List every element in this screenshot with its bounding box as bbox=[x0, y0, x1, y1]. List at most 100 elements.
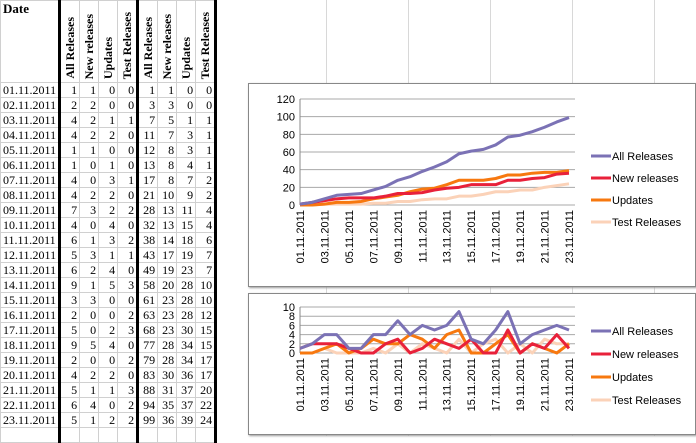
value-cell[interactable]: 1 bbox=[98, 112, 119, 128]
empty-cell[interactable] bbox=[195, 427, 218, 443]
date-cell[interactable]: 16.11.2011 bbox=[0, 307, 62, 323]
header-updates[interactable]: Updates bbox=[176, 0, 197, 83]
value-cell[interactable]: 2 bbox=[79, 97, 100, 113]
value-cell[interactable]: 15 bbox=[176, 217, 197, 233]
value-cell[interactable]: 24 bbox=[195, 412, 218, 428]
value-cell[interactable]: 23 bbox=[157, 322, 178, 338]
value-cell[interactable]: 5 bbox=[59, 382, 81, 398]
date-cell[interactable]: 06.11.2011 bbox=[0, 157, 62, 173]
value-cell[interactable]: 1 bbox=[79, 277, 100, 293]
value-cell[interactable]: 6 bbox=[59, 397, 81, 413]
value-cell[interactable]: 2 bbox=[117, 202, 140, 218]
date-cell[interactable]: 22.11.2011 bbox=[0, 397, 62, 413]
value-cell[interactable]: 17 bbox=[195, 367, 218, 383]
value-cell[interactable]: 15 bbox=[195, 322, 218, 338]
value-cell[interactable]: 1 bbox=[117, 247, 140, 263]
value-cell[interactable]: 2 bbox=[59, 307, 81, 323]
value-cell[interactable]: 0 bbox=[176, 82, 197, 98]
value-cell[interactable]: 77 bbox=[137, 337, 159, 353]
date-cell[interactable]: 13.11.2011 bbox=[0, 262, 62, 278]
value-cell[interactable]: 36 bbox=[176, 367, 197, 383]
value-cell[interactable]: 3 bbox=[117, 277, 140, 293]
value-cell[interactable]: 63 bbox=[137, 307, 159, 323]
value-cell[interactable]: 4 bbox=[59, 367, 81, 383]
value-cell[interactable]: 0 bbox=[98, 352, 119, 368]
value-cell[interactable]: 8 bbox=[157, 172, 178, 188]
value-cell[interactable]: 9 bbox=[59, 337, 81, 353]
value-cell[interactable]: 38 bbox=[137, 232, 159, 248]
value-cell[interactable]: 2 bbox=[98, 127, 119, 143]
value-cell[interactable]: 3 bbox=[79, 202, 100, 218]
value-cell[interactable]: 4 bbox=[59, 217, 81, 233]
value-cell[interactable]: 1 bbox=[59, 157, 81, 173]
value-cell[interactable]: 21 bbox=[137, 187, 159, 203]
value-cell[interactable]: 28 bbox=[137, 202, 159, 218]
value-cell[interactable]: 5 bbox=[157, 112, 178, 128]
value-cell[interactable]: 7 bbox=[59, 202, 81, 218]
value-cell[interactable]: 0 bbox=[98, 142, 119, 158]
date-cell[interactable]: 03.11.2011 bbox=[0, 112, 62, 128]
value-cell[interactable]: 3 bbox=[79, 247, 100, 263]
value-cell[interactable]: 34 bbox=[176, 337, 197, 353]
value-cell[interactable]: 0 bbox=[79, 157, 100, 173]
value-cell[interactable]: 28 bbox=[176, 307, 197, 323]
value-cell[interactable]: 1 bbox=[98, 247, 119, 263]
date-cell[interactable]: 14.11.2011 bbox=[0, 277, 62, 293]
value-cell[interactable]: 0 bbox=[117, 97, 140, 113]
value-cell[interactable]: 36 bbox=[157, 412, 178, 428]
value-cell[interactable]: 10 bbox=[157, 187, 178, 203]
date-cell[interactable]: 02.11.2011 bbox=[0, 97, 62, 113]
value-cell[interactable]: 2 bbox=[117, 307, 140, 323]
value-cell[interactable]: 39 bbox=[176, 412, 197, 428]
value-cell[interactable]: 0 bbox=[79, 307, 100, 323]
value-cell[interactable]: 2 bbox=[59, 97, 81, 113]
value-cell[interactable]: 43 bbox=[137, 247, 159, 263]
date-cell[interactable]: 15.11.2011 bbox=[0, 292, 62, 308]
value-cell[interactable]: 94 bbox=[137, 397, 159, 413]
value-cell[interactable]: 23 bbox=[176, 262, 197, 278]
value-cell[interactable]: 1 bbox=[117, 112, 140, 128]
header-updates[interactable]: Updates bbox=[98, 0, 119, 83]
value-cell[interactable]: 0 bbox=[98, 82, 119, 98]
date-cell[interactable]: 17.11.2011 bbox=[0, 322, 62, 338]
value-cell[interactable]: 0 bbox=[117, 367, 140, 383]
value-cell[interactable]: 7 bbox=[195, 247, 218, 263]
value-cell[interactable]: 12 bbox=[137, 142, 159, 158]
value-cell[interactable]: 2 bbox=[98, 322, 119, 338]
value-cell[interactable]: 2 bbox=[195, 187, 218, 203]
value-cell[interactable]: 20 bbox=[195, 382, 218, 398]
value-cell[interactable]: 17 bbox=[137, 172, 159, 188]
value-cell[interactable]: 1 bbox=[59, 142, 81, 158]
value-cell[interactable]: 17 bbox=[157, 247, 178, 263]
value-cell[interactable]: 0 bbox=[117, 262, 140, 278]
value-cell[interactable]: 1 bbox=[117, 172, 140, 188]
value-cell[interactable]: 0 bbox=[117, 127, 140, 143]
value-cell[interactable]: 2 bbox=[98, 187, 119, 203]
daily-chart[interactable]: 0 2 4 6 8 10 01.11.2011 03.11.2011 05.11.2011 07.… bbox=[248, 293, 696, 435]
value-cell[interactable]: 1 bbox=[195, 127, 218, 143]
empty-cell[interactable] bbox=[79, 427, 100, 443]
value-cell[interactable]: 19 bbox=[157, 262, 178, 278]
value-cell[interactable]: 13 bbox=[157, 217, 178, 233]
value-cell[interactable]: 4 bbox=[176, 157, 197, 173]
value-cell[interactable]: 0 bbox=[79, 322, 100, 338]
value-cell[interactable]: 4 bbox=[59, 127, 81, 143]
date-cell[interactable]: 04.11.2011 bbox=[0, 127, 62, 143]
header-test-releases[interactable]: Test Releases bbox=[117, 0, 140, 83]
value-cell[interactable]: 0 bbox=[98, 307, 119, 323]
header-new-releases[interactable]: New releases bbox=[79, 0, 100, 83]
value-cell[interactable]: 1 bbox=[137, 82, 159, 98]
value-cell[interactable]: 83 bbox=[137, 367, 159, 383]
value-cell[interactable]: 22 bbox=[195, 397, 218, 413]
value-cell[interactable]: 2 bbox=[79, 187, 100, 203]
value-cell[interactable]: 0 bbox=[117, 292, 140, 308]
value-cell[interactable]: 2 bbox=[195, 172, 218, 188]
value-cell[interactable]: 3 bbox=[117, 382, 140, 398]
date-cell[interactable]: 01.11.2011 bbox=[0, 82, 62, 98]
value-cell[interactable]: 1 bbox=[195, 112, 218, 128]
value-cell[interactable]: 2 bbox=[117, 397, 140, 413]
value-cell[interactable]: 37 bbox=[176, 382, 197, 398]
value-cell[interactable]: 4 bbox=[59, 172, 81, 188]
value-cell[interactable]: 3 bbox=[98, 172, 119, 188]
value-cell[interactable]: 0 bbox=[117, 142, 140, 158]
